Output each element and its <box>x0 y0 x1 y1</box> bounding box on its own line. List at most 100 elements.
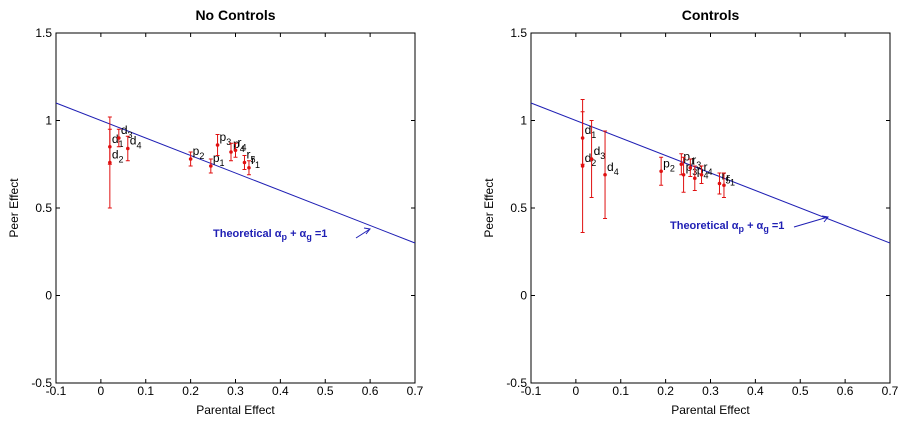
point-label-letter: r <box>726 170 730 184</box>
point-label: d3 <box>121 123 133 140</box>
point-label-subscript: 3 <box>600 151 605 161</box>
point-label-subscript: 3 <box>128 130 133 140</box>
point-label-letter: r <box>238 135 242 149</box>
point-label-letter: d <box>594 144 601 158</box>
point-label-subscript: 3 <box>226 137 231 147</box>
annotation-arrowhead <box>363 227 371 235</box>
annotation: Theoretical αp + αg =1 <box>213 228 327 242</box>
point-label-letter: d <box>130 134 137 148</box>
point-label: r1 <box>726 170 735 187</box>
x-tick-label: 0.1 <box>612 384 629 398</box>
point-label-subscript: 4 <box>242 142 247 152</box>
point-label-letter: p <box>220 130 227 144</box>
point-label: d1 <box>585 123 597 140</box>
x-tick-label: 0.6 <box>837 384 854 398</box>
point-label-subscript: 4 <box>240 144 245 154</box>
point-label: p1 <box>213 151 225 168</box>
point-label-subscript: 4 <box>708 167 713 177</box>
point-label-letter: d <box>121 123 128 137</box>
theoretical-line <box>530 102 891 244</box>
point <box>717 181 722 186</box>
annotation-text: =1 <box>312 228 328 240</box>
point-label-letter: d <box>112 132 119 146</box>
x-tick-label: 0.6 <box>362 384 379 398</box>
annotation-text: =1 <box>769 220 785 232</box>
point-label-subscript: 5 <box>250 155 255 165</box>
x-tick-label: 0.3 <box>227 384 244 398</box>
point-label-letter: d <box>607 160 614 174</box>
point-label: d4 <box>607 160 619 177</box>
annotation-text: + α <box>744 220 764 232</box>
point-label-subscript: 1 <box>591 130 596 140</box>
annotation-arrowhead <box>821 215 829 223</box>
chart-title: Controls <box>682 7 740 23</box>
y-tick-label: 1.5 <box>510 26 527 40</box>
point-label-subscript: 4 <box>614 167 619 177</box>
point-label: p2 <box>663 156 675 173</box>
point <box>215 143 220 147</box>
x-tick-label: 0.4 <box>272 384 289 398</box>
point-label: r4 <box>704 160 713 177</box>
x-tick-label: 0.5 <box>317 384 334 398</box>
x-tick-label: 0.2 <box>182 384 199 398</box>
point-label-letter: p <box>233 137 240 151</box>
point <box>126 146 130 151</box>
annotation-subscript: p <box>739 224 745 234</box>
point <box>580 164 585 168</box>
x-axis-label: Parental Effect <box>671 403 750 417</box>
point-label: p1 <box>683 149 695 166</box>
point-label: r1 <box>251 153 260 170</box>
annotation-arrow <box>355 228 371 239</box>
point-label: d2 <box>112 148 124 165</box>
x-axis-label: Parental Effect <box>196 403 275 417</box>
annotation: Theoretical αp + αg =1 <box>670 220 784 234</box>
point-label-subscript: 5 <box>725 176 730 186</box>
y-tick-label: 0 <box>520 289 527 303</box>
point <box>117 136 121 140</box>
x-tick-label: 0 <box>573 384 580 398</box>
x-tick-label: 0.5 <box>792 384 809 398</box>
point-label-letter: r <box>246 148 250 162</box>
annotation-arrow <box>793 216 829 228</box>
point-label: p3 <box>220 130 232 147</box>
x-tick-label: -0.1 <box>46 384 67 398</box>
plot-area <box>55 32 416 384</box>
point-label: d1 <box>112 132 124 149</box>
point-label: r4 <box>238 135 247 152</box>
point <box>659 169 663 174</box>
x-tick-label: 0.2 <box>657 384 674 398</box>
point <box>688 165 693 170</box>
point <box>722 183 726 188</box>
x-tick-label: -0.1 <box>521 384 542 398</box>
x-tick-label: 0.7 <box>407 384 424 398</box>
annotation-text: + α <box>287 228 307 240</box>
point <box>679 162 684 167</box>
point-label: d4 <box>130 134 142 151</box>
point-label: p4 <box>697 163 709 180</box>
point <box>247 165 251 170</box>
point <box>209 164 213 168</box>
y-tick-label: 0.5 <box>35 201 52 215</box>
point-label-subscript: 1 <box>119 139 124 149</box>
point-label-subscript: 2 <box>670 163 675 173</box>
point <box>108 160 112 165</box>
point <box>242 160 247 165</box>
point-label-letter: d <box>585 151 592 165</box>
point-label-letter: r <box>692 153 696 167</box>
point-label-subscript: 4 <box>136 141 141 151</box>
annotation-subscript: g <box>763 224 769 234</box>
point <box>699 172 704 177</box>
y-tick-label: -0.5 <box>506 376 527 390</box>
point-label-letter: p <box>193 144 200 158</box>
annotation-text: Theoretical α <box>670 220 739 232</box>
y-tick-label: 0.5 <box>510 201 527 215</box>
point-label-letter: d <box>112 148 119 162</box>
point-label-letter: d <box>585 123 592 137</box>
point-label-letter: r <box>704 160 708 174</box>
point-label: d2 <box>585 151 597 168</box>
point-label-letter: p <box>683 149 690 163</box>
point-label: r5 <box>246 148 255 165</box>
x-tick-label: 0.4 <box>747 384 764 398</box>
annotation-subscript: p <box>282 232 288 242</box>
